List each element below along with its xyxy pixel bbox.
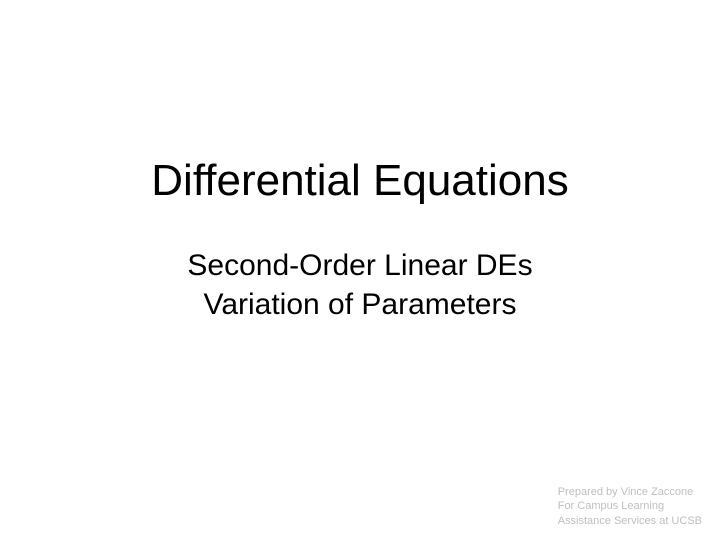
slide-subtitle: Second-Order Linear DEs Variation of Par… — [187, 246, 532, 324]
slide-title: Differential Equations — [151, 156, 568, 206]
footer-org-2: Assistance Services at UCSB — [558, 514, 702, 528]
subtitle-line-1: Second-Order Linear DEs — [187, 246, 532, 285]
subtitle-line-2: Variation of Parameters — [187, 285, 532, 324]
slide-container: Differential Equations Second-Order Line… — [0, 0, 720, 540]
slide-footer: Prepared by Vince Zaccone For Campus Lea… — [558, 485, 702, 528]
footer-author: Prepared by Vince Zaccone — [558, 485, 702, 499]
footer-org-1: For Campus Learning — [558, 499, 702, 513]
